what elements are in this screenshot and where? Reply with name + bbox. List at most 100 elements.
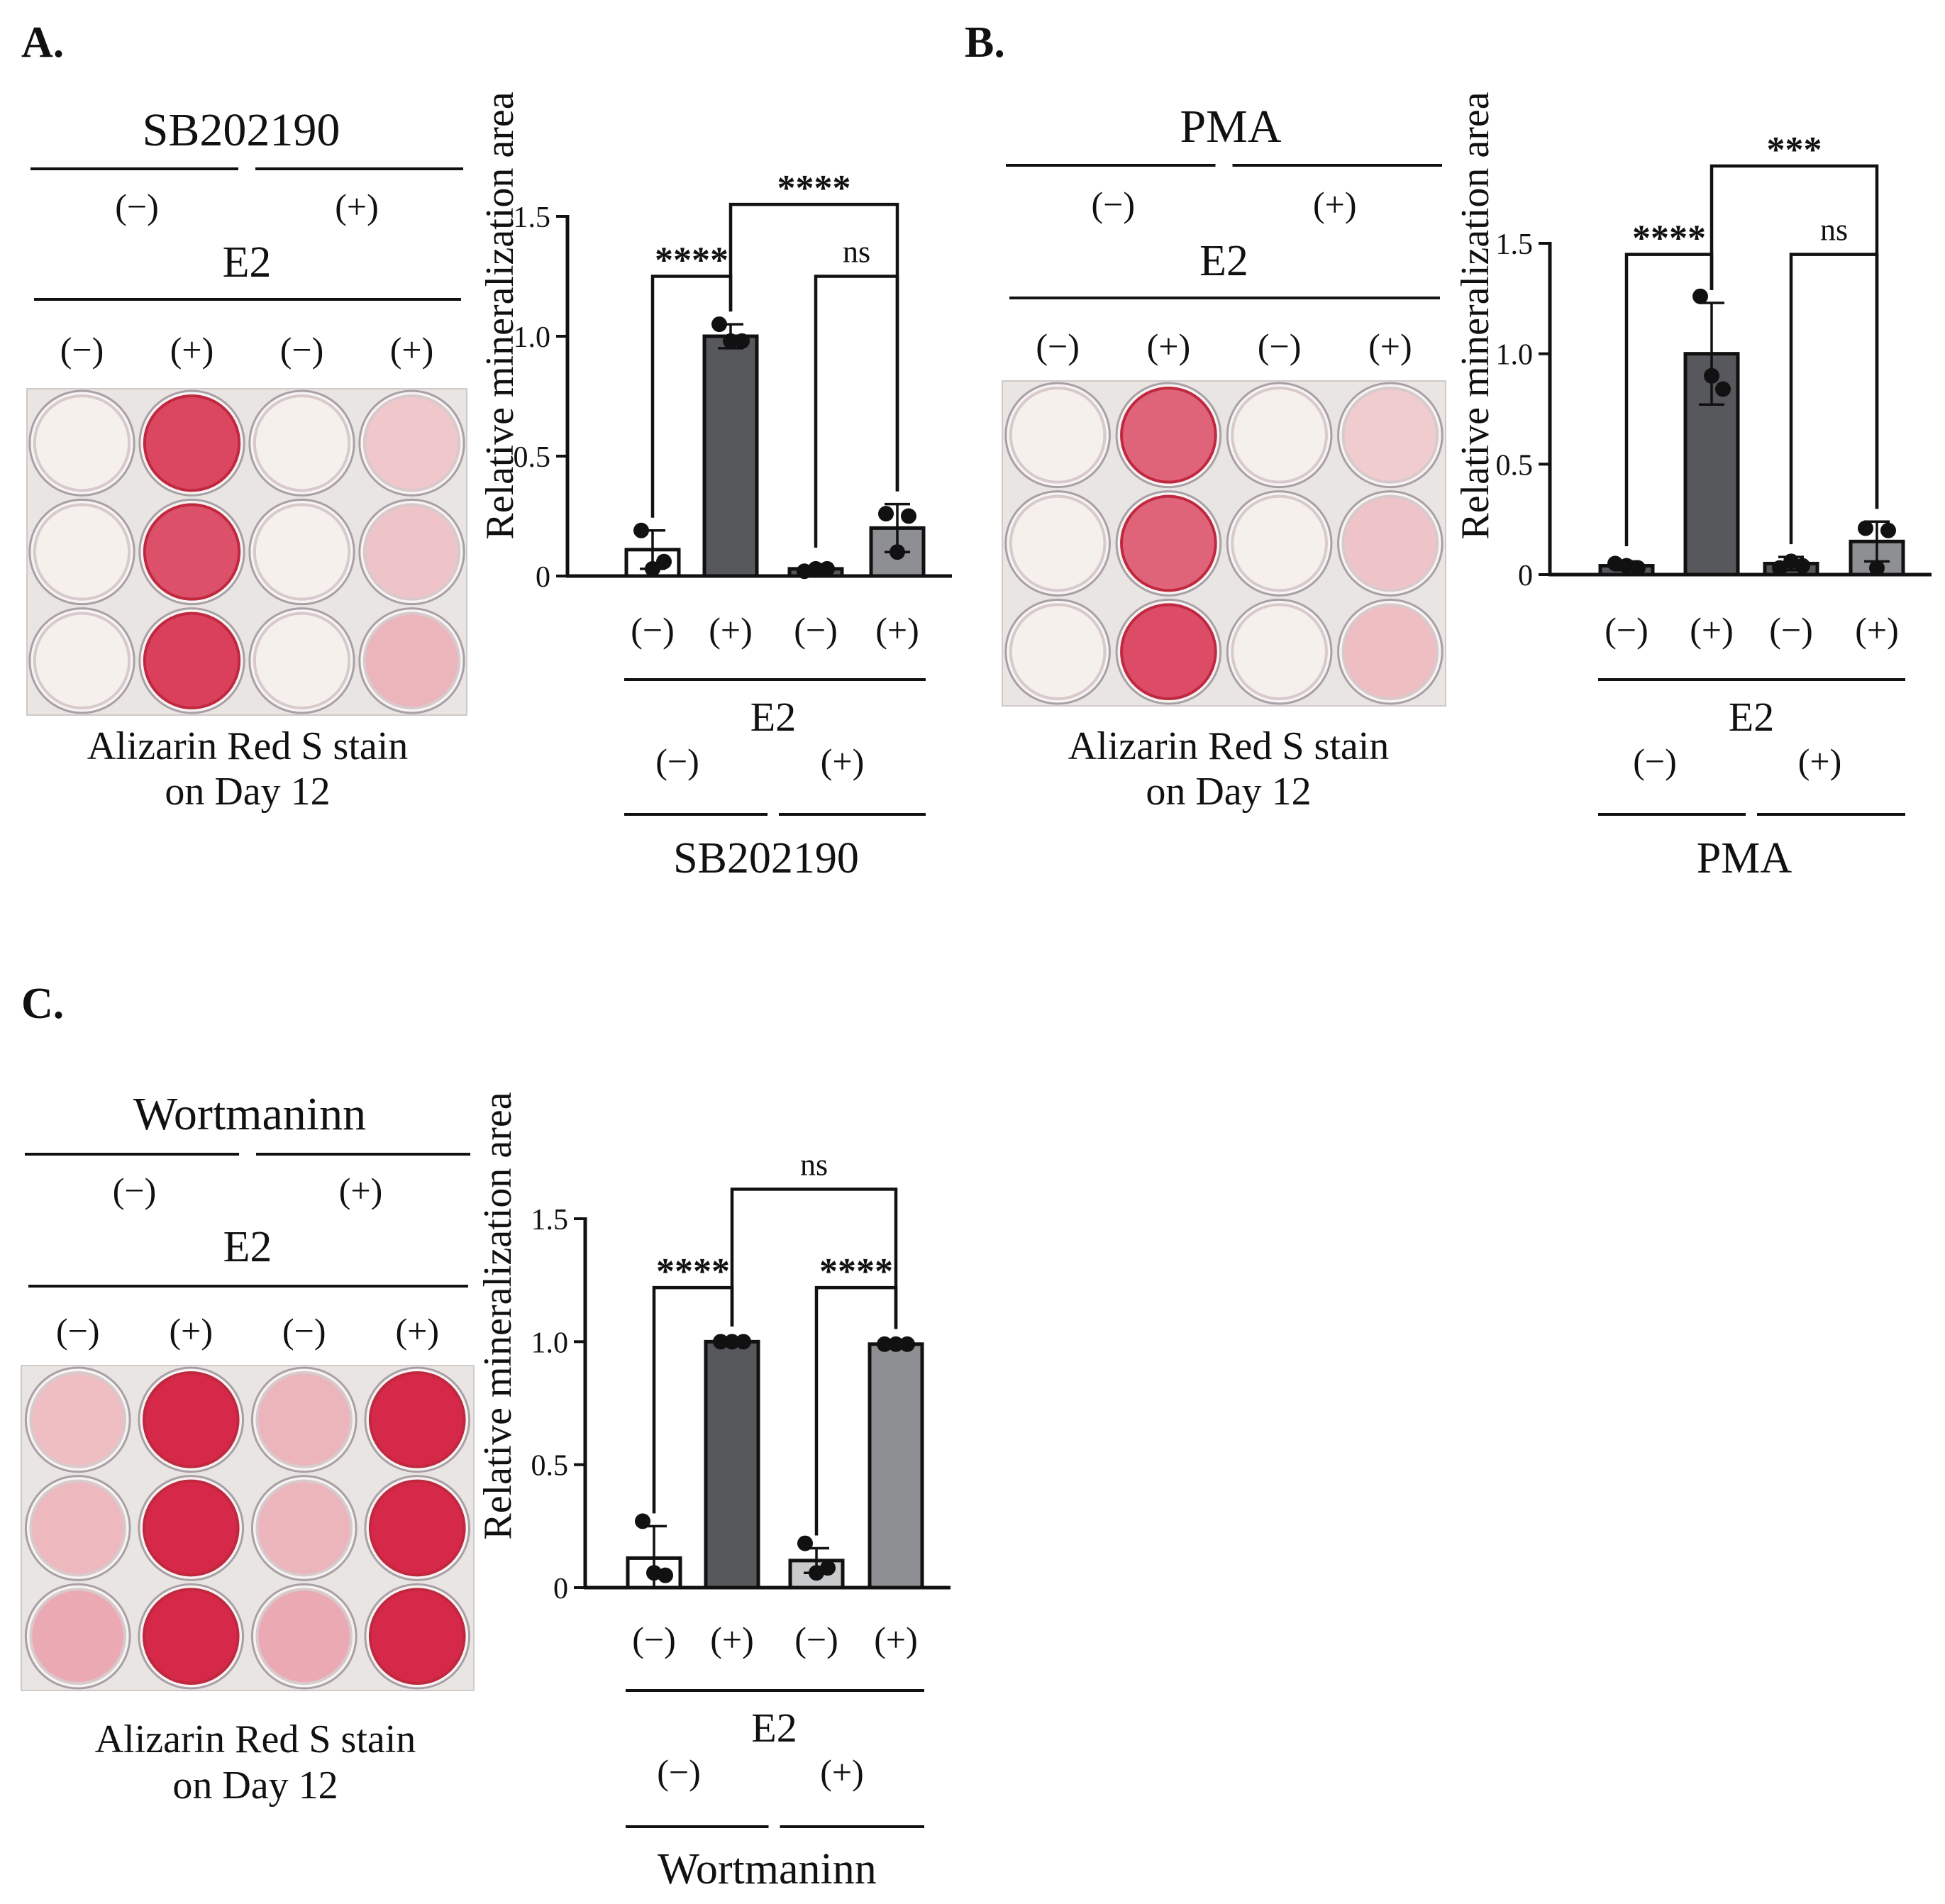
- e2-level: (+): [170, 330, 214, 370]
- well: [1120, 387, 1217, 484]
- treatment-group-label: SB202190: [673, 834, 859, 882]
- data-point: [901, 508, 916, 524]
- panel-letter: B.: [965, 18, 1005, 67]
- y-tick-label: 0: [553, 1573, 568, 1605]
- y-axis-label: Relative mineralization area: [1453, 92, 1497, 539]
- data-point: [808, 560, 824, 577]
- treatment-level: (+): [335, 187, 379, 226]
- well: [253, 394, 351, 492]
- x-tick-label: (−): [1605, 610, 1648, 650]
- x-tick-label: (+): [875, 610, 919, 650]
- e2-level: (−): [56, 1311, 100, 1351]
- well: [29, 1371, 127, 1468]
- treatment-level: (−): [113, 1170, 157, 1210]
- data-point: [899, 1336, 915, 1352]
- treatment-group-label: Wortmaninn: [658, 1845, 876, 1893]
- treatment-group-level: (−): [655, 741, 699, 781]
- bar-chart: Relative mineralization area 0 0.5 1.0 1.5 (−…: [1453, 92, 1932, 882]
- well: [1009, 603, 1107, 701]
- e2-level: (+): [396, 1311, 440, 1351]
- e2-level: (−): [280, 330, 324, 370]
- data-point: [1880, 522, 1896, 538]
- significance-label: ****: [1632, 218, 1706, 259]
- data-point: [711, 316, 727, 333]
- treatment-group-level: (+): [1798, 741, 1842, 781]
- well: [1009, 494, 1107, 592]
- well: [29, 1479, 127, 1577]
- y-tick-label: 1.0: [531, 1327, 569, 1359]
- data-point: [734, 333, 750, 349]
- data-point: [819, 560, 835, 577]
- data-point: [1783, 553, 1799, 570]
- well: [362, 394, 461, 492]
- well: [253, 503, 351, 601]
- well: [1341, 387, 1439, 484]
- well: [255, 1371, 353, 1468]
- x-tick-label: (+): [1690, 610, 1734, 650]
- y-tick-label: 0: [1518, 560, 1533, 592]
- y-tick-label: 0.5: [1496, 449, 1534, 482]
- well: [1231, 387, 1328, 484]
- e2-level: (−): [1258, 326, 1302, 366]
- bar: [702, 334, 759, 578]
- data-point: [646, 1565, 662, 1581]
- data-point: [1858, 520, 1873, 536]
- data-point: [645, 560, 660, 577]
- significance-bracket: [1789, 253, 1879, 545]
- panel-b: B. PMA (−) (+) E2 (−) (+) (−) (+) Alizarin Red S …: [965, 18, 1932, 882]
- e2-level: (−): [1036, 326, 1080, 366]
- well: [142, 1371, 240, 1468]
- plate-caption-line1: Alizarin Red S stain: [95, 1717, 416, 1761]
- x-tick-label: (+): [709, 610, 753, 650]
- e2-level: (+): [1147, 326, 1191, 366]
- y-tick-label: 1.5: [514, 201, 551, 234]
- well: [142, 1479, 240, 1577]
- y-axis-label: Relative mineralization area: [478, 92, 522, 539]
- e2-label: E2: [223, 1223, 272, 1271]
- x-tick-label: (+): [710, 1620, 754, 1659]
- treatment-level: (+): [339, 1170, 383, 1210]
- panel-letter: A.: [21, 18, 64, 67]
- well: [143, 611, 241, 709]
- significance-label: ns: [800, 1147, 828, 1182]
- data-point: [723, 333, 738, 349]
- well: [1231, 603, 1328, 701]
- treatment-level: (−): [1092, 184, 1136, 224]
- e2-group-label: E2: [1729, 694, 1774, 740]
- plate-caption-line2: on Day 12: [165, 770, 330, 814]
- significance-bracket: [730, 1188, 898, 1329]
- plate-caption-line2: on Day 12: [1146, 770, 1311, 814]
- significance-bracket: [1710, 164, 1879, 509]
- data-point: [1772, 560, 1788, 576]
- y-tick-label: 1.0: [1496, 339, 1534, 372]
- significance-bracket: [728, 202, 899, 492]
- data-point: [797, 1535, 813, 1551]
- x-tick-label: (−): [794, 1620, 838, 1659]
- e2-label: E2: [1199, 237, 1248, 285]
- data-point: [635, 1513, 650, 1529]
- e2-level: (+): [390, 330, 434, 370]
- x-tick-label: (+): [1855, 610, 1899, 650]
- well: [368, 1371, 466, 1468]
- y-tick-label: 1.5: [531, 1204, 569, 1236]
- y-tick-label: 1.0: [514, 321, 551, 354]
- bar: [868, 1342, 924, 1590]
- plate-group: PMA (−) (+) E2 (−) (+) (−) (+) Alizarin Red S st…: [1002, 101, 1446, 814]
- well: [253, 611, 351, 709]
- significance-label: ns: [1820, 213, 1848, 248]
- data-point: [1619, 558, 1634, 574]
- well: [142, 1588, 240, 1686]
- data-point: [736, 1334, 751, 1350]
- well: [1120, 494, 1217, 592]
- treatment-group-label: PMA: [1697, 834, 1792, 882]
- well: [1341, 603, 1439, 701]
- x-tick-label: (+): [874, 1620, 918, 1659]
- x-tick-label: (−): [631, 610, 675, 650]
- treatment-group-level: (+): [821, 741, 865, 781]
- data-point: [1869, 560, 1885, 576]
- panel-c: C.Wortmaninn(−) (+)E2(−) (+) (−) (+)Alizarin…: [21, 980, 951, 1893]
- e2-level: (+): [170, 1311, 214, 1351]
- well: [1341, 494, 1439, 592]
- x-tick-label: (−): [1769, 610, 1813, 650]
